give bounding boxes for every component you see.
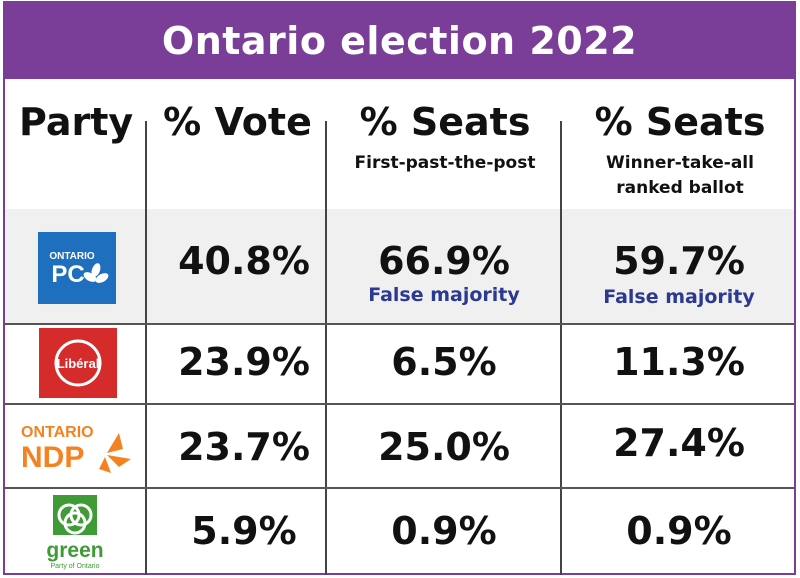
col-divider-2 (325, 121, 327, 575)
green-fptp: 0.9% (391, 509, 497, 553)
trillium-icon (83, 263, 109, 283)
liberal-logo-text: Libéral (57, 356, 100, 371)
header-party-label: Party (19, 100, 134, 144)
pc-logo-pc-text: PC (51, 261, 84, 288)
green-wta: 0.9% (626, 509, 732, 553)
ontario-pc-logo: ONTARIO PC (38, 232, 116, 304)
row-divider-3 (5, 487, 794, 489)
ndp-wta: 27.4% (613, 421, 745, 465)
green-logo-sub: Party of Ontario (50, 563, 99, 570)
header-fptp: % Seats First-past-the-post (330, 99, 560, 221)
ndp-logo-ontario-text: ONTARIO (21, 424, 94, 441)
header-fptp-sub: First-past-the-post (354, 153, 536, 173)
pc-fptp-note: False majority (368, 284, 520, 306)
pc-wta-note: False majority (603, 286, 755, 308)
ontario-ndp-logo: ONTARIO NDP (19, 419, 139, 475)
green-party-logo: green Party of Ontario (31, 493, 121, 573)
row-band-pc (5, 209, 794, 323)
liberal-logo: Libéral (39, 328, 117, 398)
ndp-vote: 23.7% (178, 425, 310, 469)
table-title: Ontario election 2022 (5, 3, 794, 79)
row-divider-1 (5, 323, 794, 325)
header-wta-label: % Seats (594, 100, 766, 144)
header-vote: % Vote (150, 99, 325, 221)
pc-vote: 40.8% (178, 239, 310, 283)
pc-logo-ontario-text: ONTARIO (49, 251, 95, 262)
header-vote-label: % Vote (163, 100, 312, 144)
liberal-vote: 23.9% (178, 340, 310, 384)
header-wta-sub-2: ranked ballot (616, 178, 744, 198)
col-divider-1 (145, 121, 147, 575)
green-vote: 5.9% (191, 509, 297, 553)
ndp-fptp: 25.0% (378, 425, 510, 469)
header-wta: % Seats Winner-take-all ranked ballot (565, 99, 795, 221)
liberal-fptp: 6.5% (391, 340, 497, 384)
header-fptp-label: % Seats (359, 100, 531, 144)
pc-wta: 59.7% (613, 239, 745, 283)
header-wta-sub-1: Winner-take-all (606, 153, 754, 173)
results-table: Ontario election 2022 Party % Vote % Sea… (3, 1, 796, 575)
liberal-wta: 11.3% (613, 340, 745, 384)
col-divider-3 (560, 121, 562, 575)
green-logo-word: green (46, 539, 103, 562)
ndp-logo-ndp-text: NDP (21, 441, 84, 474)
header-party: Party (19, 99, 144, 221)
pc-fptp: 66.9% (378, 239, 510, 283)
row-divider-2 (5, 403, 794, 405)
ndp-trillium-icon (99, 433, 131, 473)
